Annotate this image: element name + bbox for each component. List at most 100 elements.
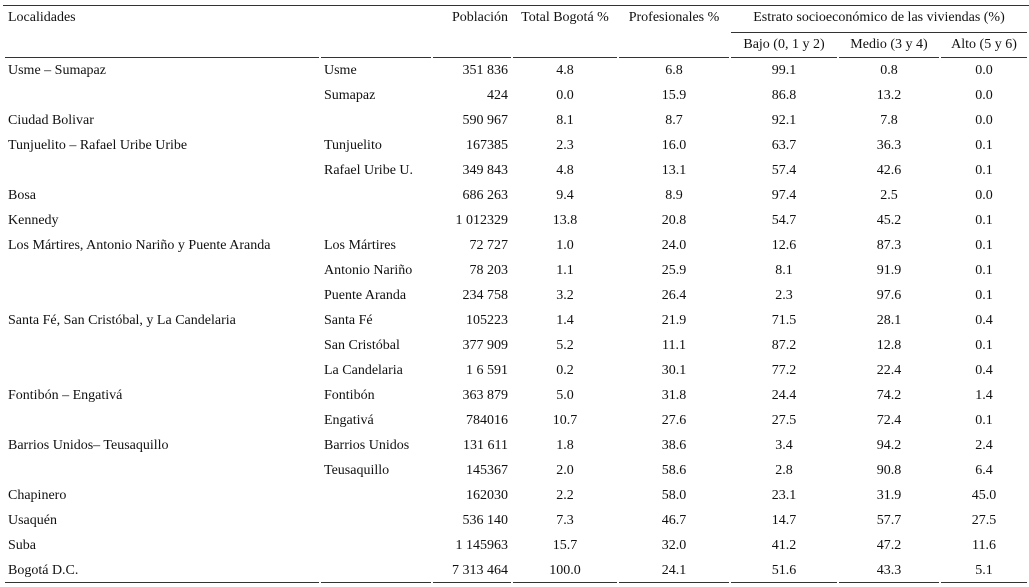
table-cell: 1.8: [556, 438, 574, 453]
table-cell: 54.7: [771, 213, 797, 228]
table-cell: 5.1: [941, 558, 1027, 583]
table-cell: [5, 283, 319, 308]
table-cell: 24.4: [771, 388, 797, 403]
table-cell: 0.0: [556, 88, 574, 103]
table-cell: 0.0: [975, 188, 993, 203]
table-cell: 43.3: [839, 558, 939, 583]
table-cell: 12.6: [771, 238, 797, 253]
table-cell: Usaquén: [8, 513, 57, 528]
table-cell: [321, 183, 431, 208]
header-cell: Total Bogotá %: [513, 6, 617, 58]
table-row: Los Mártires, Antonio Nariño y Puente Ar…: [5, 233, 1027, 258]
table-cell: 57.7: [876, 513, 902, 528]
table-cell: 784016: [466, 413, 508, 428]
table-cell: 2.0: [556, 463, 574, 478]
table-cell: 1.4: [556, 313, 574, 328]
table-row: Fontibón – Engativá Fontibón 363 879 5.0 31.…: [5, 383, 1027, 408]
table-cell: 23.1: [771, 488, 797, 503]
table-cell: 0.8: [880, 63, 898, 78]
table-cell: 424: [487, 88, 508, 103]
header-cell: Localidades: [5, 6, 319, 58]
table-cell: 3.2: [556, 288, 574, 303]
table-cell: 363 879: [462, 388, 509, 403]
table-cell: [321, 558, 431, 583]
table-cell: 0.0: [975, 113, 993, 128]
table-row: Chapinero 162030 2.2 58.0 23.1 31.9 45.0: [5, 483, 1027, 508]
table-cell: 15.7: [552, 538, 578, 553]
table-cell: 4.8: [556, 63, 574, 78]
table-cell: Tunjuelito – Rafael Uribe Uribe: [8, 138, 188, 153]
table-cell: 0.1: [975, 288, 993, 303]
header-cell: Profesionales %: [619, 6, 729, 58]
table-cell: 1 012329: [455, 213, 509, 228]
table-cell: Rafael Uribe U.: [324, 163, 414, 178]
table-row: Ciudad Bolivar 590 967 8.1 8.7 92.1 7.8 0.0: [5, 108, 1027, 133]
table-cell: 63.7: [771, 138, 797, 153]
table-cell: 58.0: [661, 488, 687, 503]
table-cell: 13.2: [876, 88, 902, 103]
table-row: Antonio Nariño 78 203 1.1 25.9 8.1 91.9 0.1: [5, 258, 1027, 283]
table-cell: [321, 508, 431, 533]
table-cell: 13.1: [661, 163, 687, 178]
table-cell: 32.0: [661, 538, 687, 553]
header-cell: Alto (5 y 6): [941, 33, 1027, 58]
table-cell: 72 727: [469, 238, 509, 253]
table-cell: 2.4: [975, 438, 993, 453]
table-cell: Los Mártires: [324, 238, 396, 253]
table-cell: 4.8: [556, 163, 574, 178]
table-cell: Antonio Nariño: [324, 263, 413, 278]
table-row: Santa Fé, San Cristóbal, y La Candelaria…: [5, 308, 1027, 333]
table-cell: 0.2: [556, 363, 574, 378]
table-cell: Ciudad Bolivar: [8, 113, 94, 128]
table-cell: 27.6: [661, 413, 687, 428]
table-row: Barrios Unidos– Teusaquillo Barrios Unido…: [5, 433, 1027, 458]
table-cell: 42.6: [876, 163, 902, 178]
data-table: Localidades Población Total Bogotá % Pro…: [3, 5, 1029, 583]
table-cell: 100.0: [513, 558, 617, 583]
table-cell: Puente Aranda: [324, 288, 407, 303]
table-cell: 0.1: [975, 213, 993, 228]
table-cell: 12.8: [876, 338, 902, 353]
table-cell: 167385: [466, 138, 508, 153]
table-cell: [5, 458, 319, 483]
table-row: Puente Aranda 234 758 3.2 26.4 2.3 97.6 0.1: [5, 283, 1027, 308]
table-cell: 1.0: [556, 238, 574, 253]
table-row: Kennedy 1 012329 13.8 20.8 54.7 45.2 0.1: [5, 208, 1027, 233]
table-cell: 38.6: [661, 438, 687, 453]
table-body: Usme – Sumapaz Usme 351 836 4.8 6.8 99.1 0.8 0.…: [5, 58, 1027, 583]
table-cell: 91.9: [876, 263, 902, 278]
table-cell: 1 6 591: [466, 363, 508, 378]
table-cell: [5, 408, 319, 433]
table-cell: 27.5: [771, 413, 797, 428]
table-cell: 27.5: [971, 513, 997, 528]
table-cell: Bosa: [8, 188, 36, 203]
header-cell: Estrato socioeconómico de las viviendas …: [731, 6, 1027, 33]
table-cell: 28.1: [876, 313, 902, 328]
table-cell: 7.3: [556, 513, 574, 528]
table-cell: 0.4: [975, 313, 993, 328]
table-cell: 11.6: [972, 538, 996, 553]
table-row: Bogotá D.C. 7 313 464 100.0 24.1 51.6 43.3 5.1: [5, 558, 1027, 583]
table-cell: [5, 358, 319, 383]
table-cell: 26.4: [661, 288, 687, 303]
table-cell: 0.1: [975, 238, 993, 253]
table-cell: 0.1: [975, 163, 993, 178]
table-cell: 5.0: [556, 388, 574, 403]
table-cell: 1.4: [975, 388, 993, 403]
table-cell: Barrios Unidos– Teusaquillo: [8, 438, 169, 453]
table-cell: 131 611: [463, 438, 508, 453]
table-cell: 2.8: [775, 463, 793, 478]
table-row: La Candelaria 1 6 591 0.2 30.1 77.2 22.4 0.4: [5, 358, 1027, 383]
table-cell: [321, 208, 431, 233]
table-cell: Santa Fé, San Cristóbal, y La Candelaria: [8, 313, 236, 328]
table-row: Teusaquillo 145367 2.0 58.6 2.8 90.8 6.4: [5, 458, 1027, 483]
table-cell: Chapinero: [8, 488, 67, 503]
table-cell: 0.0: [975, 88, 993, 103]
header-cell: [321, 6, 431, 58]
table-cell: 0.1: [975, 263, 993, 278]
table-cell: 1.1: [556, 263, 574, 278]
table-cell: Engativá: [324, 413, 374, 428]
table-cell: 24.0: [661, 238, 687, 253]
table-cell: 2.3: [775, 288, 793, 303]
table-cell: 5.2: [556, 338, 574, 353]
